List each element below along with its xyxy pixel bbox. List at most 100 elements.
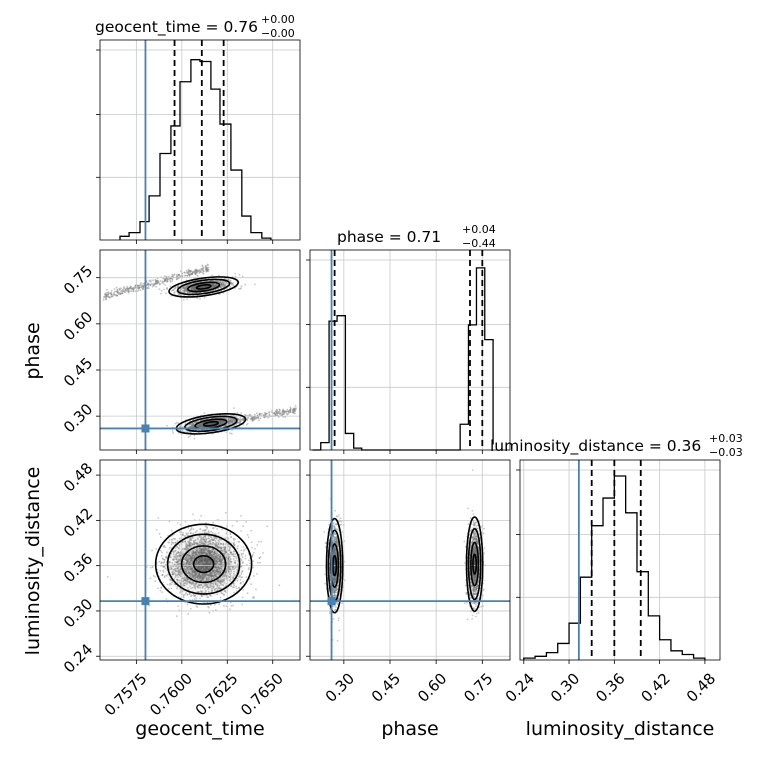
scatter-point-phase-band-upper [151, 282, 153, 285]
scatter-point-ld-vs-geocent-time [239, 582, 242, 584]
scatter-point-phase-vs-geocent-time-upper [194, 285, 197, 288]
scatter-point-ld-vs-geocent-time [242, 580, 245, 583]
scatter-point-phase-band-upper [141, 285, 144, 287]
scatter-point-phase-vs-geocent-time-upper [185, 289, 188, 291]
scatter-point-phase-band-upper [165, 278, 168, 280]
scatter-point-phase-vs-geocent-time-upper [207, 285, 209, 287]
scatter-point-phase-vs-geocent-time-upper [196, 297, 199, 299]
scatter-point-phase-vs-geocent-time-upper [172, 289, 175, 291]
scatter-point-ld-vs-geocent-time [187, 527, 190, 529]
scatter-point-phase-vs-geocent-time-upper [194, 287, 196, 289]
scatter-point-ld-vs-geocent-time [235, 585, 238, 588]
scatter-point-phase-vs-geocent-time-upper [183, 287, 186, 289]
scatter-point-phase-band-upper [149, 280, 152, 283]
scatter-point-phase-vs-geocent-time-upper [193, 287, 195, 289]
scatter-point-phase-vs-geocent-time-upper [222, 281, 224, 284]
scatter-point-phase-vs-geocent-time-upper [215, 283, 218, 286]
scatter-point-ld-vs-geocent-time [253, 551, 255, 554]
scatter-point-phase-band-upper [204, 264, 207, 267]
scatter-point-phase-vs-geocent-time-upper [220, 283, 223, 286]
scatter-point-ld-vs-geocent-time [231, 524, 234, 527]
scatter-point-phase-vs-geocent-time-upper [192, 287, 195, 289]
scatter-point-phase-vs-geocent-time-upper [193, 288, 196, 291]
scatter-point-phase-vs-geocent-time-upper [220, 283, 223, 285]
scatter-point-ld-vs-geocent-time [214, 604, 216, 606]
scatter-point-phase-vs-geocent-time-upper [211, 285, 214, 287]
scatter-point-phase-vs-geocent-time-upper [199, 286, 201, 289]
scatter-point-phase-vs-geocent-time-upper [211, 283, 214, 285]
scatter-point-phase-vs-geocent-time-lower [230, 432, 233, 435]
scatter-point-phase-vs-geocent-time-upper [188, 291, 191, 294]
scatter-point-phase-band-upper [137, 289, 139, 292]
scatter-point-phase-vs-geocent-time-upper [222, 283, 225, 285]
scatter-point-ld-vs-geocent-time [218, 603, 221, 606]
scatter-point-ld-vs-geocent-time [162, 573, 164, 576]
scatter-point-ld-vs-geocent-time [254, 548, 256, 550]
scatter-point-phase-band-upper [106, 291, 109, 294]
scatter-point-phase-band-upper [200, 269, 203, 272]
scatter-point-ld-vs-geocent-time [230, 536, 233, 538]
scatter-point-ld-vs-geocent-time [179, 533, 182, 536]
scatter-point-phase-vs-geocent-time-upper [230, 282, 232, 285]
scatter-point-phase-vs-geocent-time-upper [192, 286, 194, 288]
scatter-point-ld-vs-geocent-time [193, 598, 196, 600]
scatter-point-phase-vs-geocent-time-upper [186, 291, 189, 294]
scatter-point-phase-vs-geocent-time-upper [224, 284, 227, 287]
scatter-point-phase-band-upper [166, 280, 169, 282]
scatter-point-phase-vs-geocent-time-upper [216, 280, 219, 283]
scatter-point-phase-band-upper [115, 286, 118, 289]
scatter-point-ld-vs-geocent-time [192, 513, 194, 516]
scatter-point-phase-band-upper [113, 291, 115, 294]
scatter-point-phase-vs-geocent-time-upper [166, 287, 168, 290]
scatter-point-phase-vs-geocent-time-upper [213, 285, 215, 287]
scatter-point-phase-vs-geocent-time-upper [206, 285, 209, 288]
scatter-point-phase-vs-geocent-time-lower [181, 430, 184, 432]
scatter-point-phase-vs-geocent-time-upper [254, 283, 256, 286]
scatter-point-phase-vs-geocent-time-upper [215, 283, 218, 286]
scatter-point-phase-vs-geocent-time-upper [217, 288, 219, 290]
scatter-point-phase-vs-geocent-time-upper [214, 280, 217, 282]
scatter-point-phase-vs-geocent-time-upper [213, 285, 216, 288]
scatter-point-phase-vs-geocent-time-upper [190, 287, 193, 290]
scatter-point-phase-vs-geocent-time-upper [214, 284, 217, 287]
scatter-point-ld-vs-geocent-time [162, 581, 164, 584]
scatter-point-phase-vs-geocent-time-upper [224, 282, 227, 285]
scatter-point-ld-vs-geocent-time [236, 587, 238, 590]
scatter-point-phase-vs-geocent-time-upper [222, 284, 224, 287]
scatter-point-phase-vs-geocent-time-upper [193, 286, 196, 289]
scatter-point-phase-band-upper [121, 289, 123, 292]
scatter-point-phase-vs-geocent-time-upper [199, 298, 201, 300]
scatter-point-phase-vs-geocent-time-upper [192, 286, 194, 289]
scatter-point-phase-vs-geocent-time-upper [214, 284, 216, 287]
scatter-point-phase-band-upper [107, 292, 110, 295]
scatter-point-phase-band-lower [257, 416, 259, 419]
scatter-point-ld-vs-geocent-time [233, 586, 236, 589]
scatter-point-phase-band-upper [169, 280, 172, 283]
scatter-point-phase-vs-geocent-time-upper [204, 285, 207, 288]
scatter-point-ld-vs-geocent-time [230, 605, 233, 607]
scatter-point-phase-vs-geocent-time-upper [185, 290, 188, 293]
scatter-point-phase-vs-geocent-time-upper [169, 285, 172, 288]
scatter-point-phase-vs-geocent-time-upper [213, 283, 216, 285]
scatter-point-phase-vs-geocent-time-upper [190, 287, 193, 289]
scatter-point-ld-vs-geocent-time [176, 615, 178, 618]
scatter-point-ld-vs-geocent-time [229, 608, 231, 611]
scatter-point-phase-band-upper [107, 295, 109, 298]
scatter-point-phase-vs-geocent-time-upper [183, 288, 186, 291]
scatter-point-phase-vs-geocent-time-upper [202, 285, 205, 288]
scatter-point-phase-vs-geocent-time-upper [221, 281, 224, 283]
scatter-point-phase-band-lower [258, 419, 260, 422]
scatter-point-phase-vs-geocent-time-upper [211, 286, 213, 289]
scatter-point-ld-vs-geocent-time [212, 521, 215, 524]
scatter-point-phase-vs-geocent-time-upper [204, 286, 206, 288]
scatter-point-phase-vs-geocent-time-upper [215, 283, 218, 286]
scatter-point-ld-vs-geocent-time [168, 588, 170, 590]
scatter-point-phase-band-lower [275, 408, 278, 411]
scatter-point-ld-vs-phase-left [334, 509, 336, 512]
scatter-point-phase-band-upper [159, 280, 162, 282]
scatter-point-phase-band-lower [281, 411, 284, 414]
scatter-point-phase-band-lower [290, 411, 292, 414]
scatter-point-phase-band-lower [294, 412, 296, 415]
scatter-point-ld-vs-geocent-time [256, 544, 259, 546]
scatter-point-phase-vs-geocent-time-lower [187, 436, 190, 439]
